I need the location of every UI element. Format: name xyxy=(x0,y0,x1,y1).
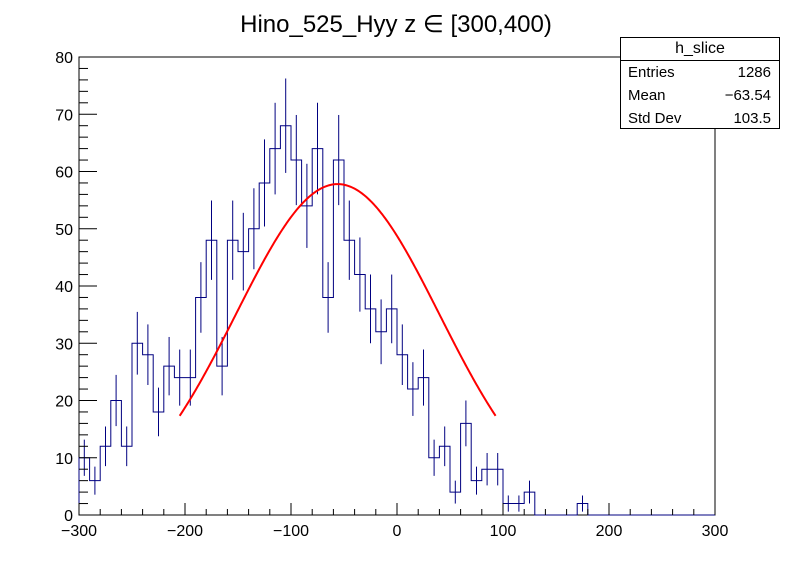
stats-stddev-label: Std Dev xyxy=(628,110,682,127)
x-tick-label: −300 xyxy=(61,523,97,540)
x-tick-label: 200 xyxy=(596,523,623,540)
x-tick-label: 300 xyxy=(702,523,729,540)
y-tick-label: 50 xyxy=(55,222,73,239)
y-axis: 0 10 20 30 40 50 60 70 80 xyxy=(55,50,97,525)
stats-title: h_slice xyxy=(621,38,779,61)
x-tick-label: 100 xyxy=(490,523,517,540)
stats-mean-label: Mean xyxy=(628,87,666,104)
x-tick-label: −200 xyxy=(167,523,203,540)
y-tick-label: 20 xyxy=(55,394,73,411)
stats-mean-value: −63.54 xyxy=(724,87,771,104)
x-tick-label: −100 xyxy=(273,523,309,540)
chart-title: Hino_525_Hyy z ∈ [300,400) xyxy=(240,11,552,38)
stats-stddev-value: 103.5 xyxy=(733,110,771,127)
stats-entries-value: 1286 xyxy=(737,64,771,81)
y-tick-label: 30 xyxy=(55,336,73,353)
y-tick-label: 80 xyxy=(55,50,73,67)
y-tick-label: 70 xyxy=(55,107,73,124)
y-tick-label: 60 xyxy=(55,165,73,182)
y-tick-label: 40 xyxy=(55,279,73,296)
x-axis: −300 −200 −100 0 100 200 300 xyxy=(61,503,728,540)
histogram-bins xyxy=(78,78,715,516)
stats-entries-label: Entries xyxy=(628,64,675,81)
gaussian-fit xyxy=(178,183,497,417)
stats-row-mean: Mean −63.54 xyxy=(621,84,779,107)
y-tick-label: 0 xyxy=(64,508,73,525)
stats-row-entries: Entries 1286 xyxy=(621,61,779,84)
x-tick-label: 0 xyxy=(393,523,402,540)
y-tick-label: 10 xyxy=(55,451,73,468)
histogram-outline xyxy=(78,125,715,516)
stats-box: h_slice Entries 1286 Mean −63.54 Std Dev… xyxy=(620,37,780,129)
stats-row-stddev: Std Dev 103.5 xyxy=(621,107,779,130)
fit-curve xyxy=(178,183,497,417)
